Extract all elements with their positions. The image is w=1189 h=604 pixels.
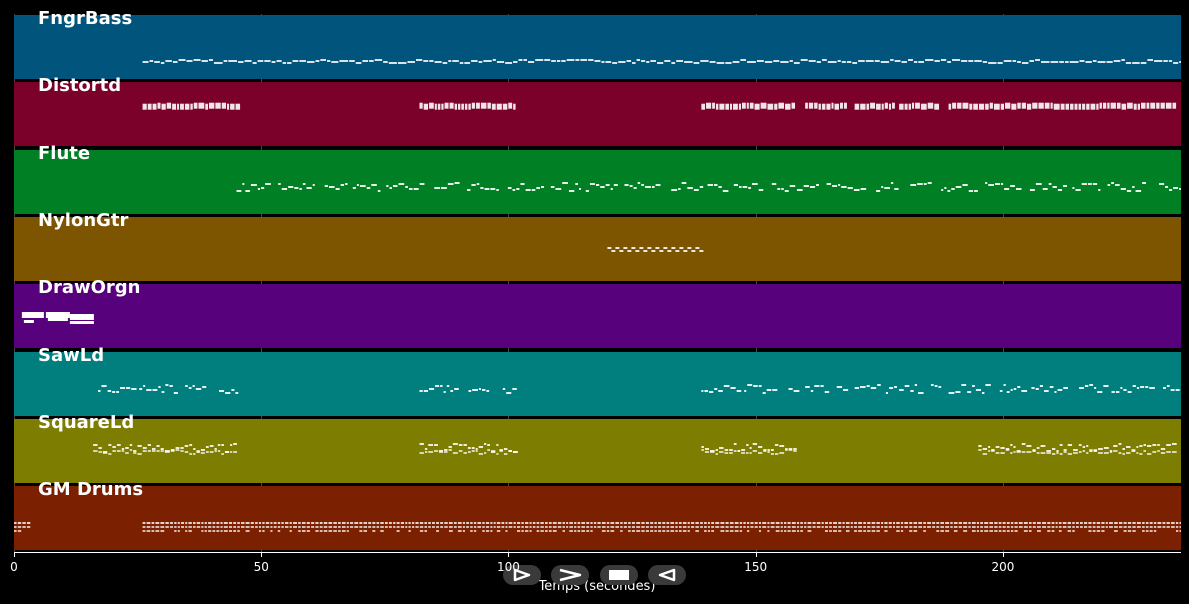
gridline	[508, 14, 510, 552]
note-segment	[93, 442, 237, 455]
track-lane	[14, 82, 1181, 147]
note-segment	[805, 384, 849, 393]
note-layer	[21, 312, 94, 325]
x-tick-label: 100	[497, 560, 520, 574]
track-label: NylonGtr	[38, 209, 129, 231]
track-label: DrawOrgn	[38, 277, 141, 299]
note-layer	[98, 383, 1180, 394]
note-segment	[142, 102, 241, 110]
x-tick-label: 50	[253, 560, 269, 574]
x-axis	[14, 552, 1181, 553]
note-segment	[899, 383, 942, 394]
x-tick-label: 200	[991, 560, 1015, 574]
x-tick-label: 150	[744, 560, 768, 574]
x-tick	[755, 552, 757, 557]
track-label: GM Drums	[38, 479, 144, 501]
note-segment	[419, 442, 518, 455]
note-segment	[805, 102, 847, 110]
gridline	[1002, 14, 1004, 552]
play-button[interactable]	[503, 565, 541, 585]
gridline	[261, 14, 263, 552]
track-label: SawLd	[38, 344, 105, 366]
track-lane	[14, 351, 1181, 416]
gridline	[14, 14, 15, 552]
note-layer	[93, 442, 1177, 455]
x-tick	[1002, 552, 1004, 557]
track-lane	[14, 418, 1181, 483]
x-tick	[261, 552, 263, 557]
note-segment	[854, 383, 897, 394]
note-segment	[21, 312, 94, 325]
stop-button[interactable]	[600, 565, 638, 585]
gridline	[755, 14, 757, 552]
note-segment	[419, 384, 517, 394]
note-segment	[142, 522, 1181, 533]
note-layer	[142, 102, 1177, 110]
note-segment	[701, 383, 800, 394]
track-lane	[14, 216, 1181, 281]
note-segment	[854, 102, 895, 110]
fast-forward-button[interactable]	[551, 565, 589, 585]
rewind-button[interactable]	[648, 565, 686, 585]
track-label: Distortd	[38, 75, 122, 97]
note-segment	[98, 383, 239, 394]
track-label: FngrBass	[38, 8, 133, 29]
note-segment	[948, 102, 1177, 110]
x-tick	[14, 552, 15, 557]
stop-icon	[609, 570, 629, 580]
rewind-icon	[658, 568, 676, 582]
note-segment	[978, 442, 1177, 455]
play-icon	[513, 568, 531, 582]
note-layer	[14, 522, 1181, 533]
note-segment	[142, 59, 1181, 64]
track-lane	[14, 284, 1181, 349]
note-segment	[607, 246, 704, 252]
note-segment	[701, 102, 796, 110]
fast-forward-icon	[559, 568, 582, 582]
note-segment	[948, 383, 1180, 394]
note-layer	[236, 181, 1181, 192]
note-segment	[701, 442, 797, 455]
note-segment	[236, 181, 1181, 192]
track-lane	[14, 15, 1181, 79]
note-layer	[142, 59, 1181, 64]
x-tick	[508, 552, 510, 557]
track-lane	[14, 149, 1181, 214]
track-lane	[14, 486, 1181, 551]
x-tick-label: 0	[10, 560, 18, 574]
note-segment	[899, 102, 940, 110]
note-segment	[14, 522, 31, 533]
note-layer	[607, 246, 704, 252]
track-label: Flute	[38, 142, 91, 164]
note-segment	[419, 102, 516, 110]
track-label: SquareLd	[38, 411, 135, 433]
